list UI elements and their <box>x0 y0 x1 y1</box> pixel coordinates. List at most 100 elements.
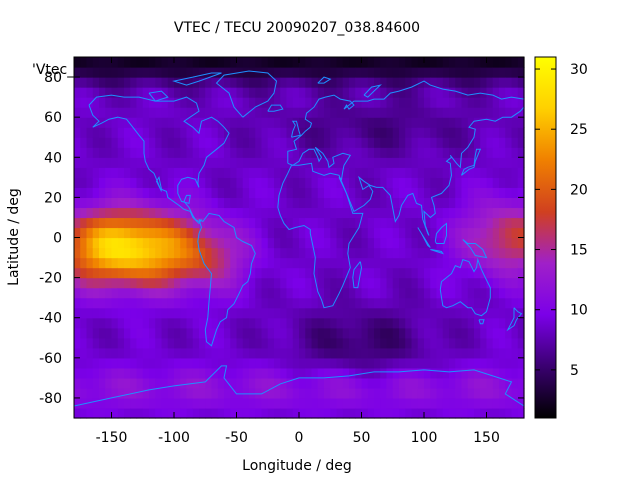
heatmap-cell <box>299 307 306 319</box>
heatmap-cell <box>86 257 94 269</box>
heatmap-cell <box>192 67 200 78</box>
heatmap-cell <box>186 77 194 88</box>
heatmap-cell <box>280 337 288 349</box>
heatmap-cell <box>317 237 325 249</box>
heatmap-cell <box>180 127 188 138</box>
heatmap-cell <box>117 327 125 339</box>
heatmap-cell <box>374 247 381 259</box>
heatmap-cell <box>149 327 156 339</box>
heatmap-cell <box>461 157 469 168</box>
heatmap-cell <box>367 157 375 168</box>
heatmap-cell <box>417 237 425 249</box>
heatmap-cell <box>380 297 388 309</box>
heatmap-cell <box>480 77 488 88</box>
heatmap-cell <box>461 187 469 198</box>
heatmap-cell <box>342 297 350 309</box>
heatmap-cell <box>492 287 500 299</box>
heatmap-cell <box>136 187 144 198</box>
heatmap-cell <box>261 57 269 68</box>
heatmap-cell <box>424 347 431 359</box>
coastline <box>430 249 444 255</box>
heatmap-cell <box>405 67 413 78</box>
heatmap-cell <box>461 77 469 88</box>
heatmap-cell <box>467 287 475 299</box>
heatmap-cell <box>430 187 438 198</box>
heatmap-cell <box>242 207 250 219</box>
heatmap-cell <box>174 387 181 399</box>
heatmap-cell <box>99 377 106 389</box>
coastline-layer <box>73 70 525 407</box>
heatmap-cell <box>342 277 350 289</box>
heatmap-cell <box>317 387 325 399</box>
heatmap-cell <box>92 227 100 239</box>
heatmap-cell <box>417 347 425 359</box>
heatmap-cell <box>386 317 394 329</box>
heatmap-cell <box>99 397 106 409</box>
heatmap-cell <box>255 277 263 289</box>
heatmap-cell <box>142 57 150 68</box>
heatmap-cell <box>492 227 500 239</box>
heatmap-cell <box>261 307 269 319</box>
heatmap-cell <box>217 397 225 409</box>
heatmap-cell <box>286 377 294 389</box>
heatmap-cell <box>236 87 244 98</box>
heatmap-cell <box>267 117 275 128</box>
heatmap-cell <box>305 227 313 239</box>
heatmap-cell <box>180 387 188 399</box>
heatmap-cell <box>286 327 294 339</box>
heatmap-cell <box>380 77 388 88</box>
heatmap-cell <box>186 367 194 379</box>
heatmap-cell <box>311 397 319 409</box>
heatmap-cell <box>267 57 275 68</box>
heatmap-cell <box>255 347 263 359</box>
heatmap-cell <box>155 77 163 88</box>
heatmap-cell <box>255 157 263 168</box>
heatmap-cell <box>286 217 294 229</box>
heatmap-cell <box>311 197 319 209</box>
heatmap-cell <box>505 237 513 249</box>
heatmap-cell <box>442 347 450 359</box>
heatmap-cell <box>349 147 356 158</box>
heatmap-cell <box>436 297 444 309</box>
heatmap-cell <box>136 97 144 108</box>
heatmap-cell <box>511 127 519 138</box>
heatmap-cell <box>211 297 219 309</box>
heatmap-cell <box>292 57 300 68</box>
heatmap-cell <box>180 87 188 98</box>
heatmap-cell <box>111 317 119 329</box>
heatmap-cell <box>355 127 363 138</box>
heatmap-cell <box>161 137 169 148</box>
heatmap-cell <box>411 107 419 118</box>
heatmap-cell <box>355 307 363 319</box>
heatmap-cell <box>392 207 400 219</box>
heatmap-cell <box>386 127 394 138</box>
heatmap-cell <box>186 227 194 239</box>
heatmap-cell <box>155 167 163 178</box>
heatmap-cell <box>111 387 119 399</box>
heatmap-cell <box>349 327 356 339</box>
heatmap-cell <box>92 107 100 118</box>
heatmap-cell <box>142 77 150 88</box>
heatmap-cell <box>486 107 494 118</box>
heatmap-cell <box>217 347 225 359</box>
heatmap-cell <box>361 357 369 369</box>
heatmap-cell <box>105 67 113 78</box>
heatmap-cell <box>99 357 106 369</box>
heatmap-cell <box>486 97 494 108</box>
heatmap-cell <box>299 317 306 329</box>
heatmap-cell <box>442 357 450 369</box>
heatmap-cell <box>167 387 175 399</box>
heatmap-cell <box>449 57 456 68</box>
heatmap-cell <box>324 247 331 259</box>
heatmap-cell <box>511 307 519 319</box>
heatmap-cell <box>499 107 506 118</box>
y-tick-label: 80 <box>44 70 62 86</box>
heatmap-cell <box>367 297 375 309</box>
heatmap-cell <box>236 127 244 138</box>
heatmap-cell <box>449 187 456 198</box>
heatmap-cell <box>92 397 100 409</box>
heatmap-cell <box>124 307 131 319</box>
heatmap-cell <box>517 317 525 329</box>
heatmap-cell <box>286 97 294 108</box>
heatmap-cell <box>192 257 200 269</box>
